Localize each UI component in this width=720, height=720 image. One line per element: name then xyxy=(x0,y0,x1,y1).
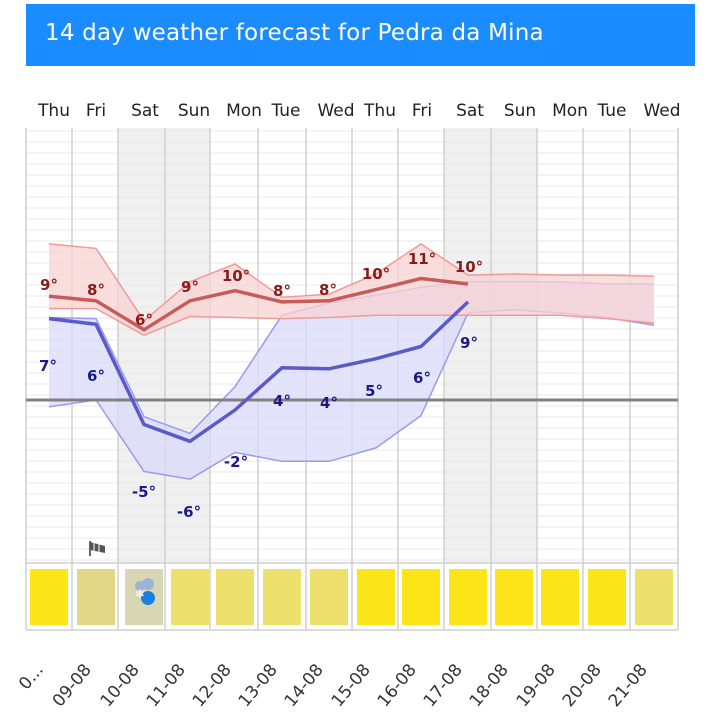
flag-cloth xyxy=(90,542,105,553)
max-temp-label: 8° xyxy=(273,282,291,300)
max-temp-label: 10° xyxy=(455,258,483,276)
min-temp-label: 5° xyxy=(365,382,383,400)
temperature-lines xyxy=(48,276,470,444)
min-temp-label: 6° xyxy=(87,367,105,385)
max-temp-label: 9° xyxy=(40,276,58,294)
day-label: Fri xyxy=(412,101,432,121)
day-label: Tue xyxy=(596,101,626,121)
weather-icon-sunny xyxy=(495,569,533,625)
max-temp-label: 8° xyxy=(87,281,105,299)
page-title: 14 day weather forecast for Pedra da Min… xyxy=(45,20,544,46)
header-bar: 14 day weather forecast for Pedra da Min… xyxy=(26,4,695,66)
min-temp-line xyxy=(48,300,470,444)
weather-icon-partly-sunny xyxy=(263,569,301,625)
weather-icon-overcast xyxy=(77,569,115,625)
min-temp-label: 6° xyxy=(413,369,431,387)
max-temp-label: 10° xyxy=(222,267,250,285)
date-label: 14-08 xyxy=(281,660,328,711)
min-temp-label: 7° xyxy=(39,357,57,375)
cloud-puff xyxy=(142,578,154,590)
weather-icon-partly-sunny xyxy=(171,569,209,625)
max-band xyxy=(49,243,654,336)
max-temp-label: 8° xyxy=(319,281,337,299)
min-temp-label: -6° xyxy=(177,503,201,521)
min-temp-label: 4° xyxy=(273,392,291,410)
date-label: 09-08 xyxy=(49,660,96,711)
max-temp-label: 10° xyxy=(362,265,390,283)
date-label: 19-08 xyxy=(513,660,560,711)
max-temp-label: 11° xyxy=(408,250,436,268)
weekend-shade-column xyxy=(118,128,165,563)
max-band-upper-edge xyxy=(48,242,655,322)
date-label: 21-08 xyxy=(605,660,652,711)
day-labels: Thu Fri Sat Sun Mon Tue Wed Thu Fri Sat Sun Mon Tue W… xyxy=(37,101,681,121)
day-label: Fri xyxy=(86,101,106,121)
min-temp-label: 4° xyxy=(320,394,338,412)
weather-icon-sunny xyxy=(357,569,395,625)
temperature-labels: 9° 8° 6° 9° 10° 8° 8° 10° 11° 10° 7° 6° -5° -6° -2° 4° 4… xyxy=(39,250,483,521)
weather-icon-partly-sunny xyxy=(635,569,673,625)
day-label: Sun xyxy=(178,101,210,121)
max-band-lower-edge xyxy=(49,307,655,337)
day-label: Wed xyxy=(317,101,354,121)
date-label: 20-08 xyxy=(559,660,606,711)
weather-icon-sunny xyxy=(588,569,626,625)
max-temp-line xyxy=(48,276,469,332)
weekend-shade-column xyxy=(491,128,537,563)
weather-icon-partly-sunny xyxy=(310,569,348,625)
date-label: 13-08 xyxy=(235,660,282,711)
max-temp-label: 9° xyxy=(181,278,199,296)
date-label: 11-08 xyxy=(143,660,190,711)
snow-drop xyxy=(141,591,155,605)
min-temp-label: 9° xyxy=(460,334,478,352)
weather-icon-sunny xyxy=(541,569,579,625)
date-label: 0... xyxy=(15,660,48,694)
day-label: Mon xyxy=(226,101,262,121)
snow-cloud-icon: ❄ xyxy=(135,578,155,605)
day-label: Mon xyxy=(552,101,588,121)
date-label: 18-08 xyxy=(466,660,513,711)
day-label: Sat xyxy=(131,101,159,121)
chart-grid xyxy=(25,128,679,631)
weather-icons-row: ❄ xyxy=(30,541,673,625)
max-temp-range-band xyxy=(48,242,655,337)
date-label: 17-08 xyxy=(420,660,467,711)
date-label: 12-08 xyxy=(189,660,236,711)
weather-icon-partly-sunny xyxy=(216,569,254,625)
snowflake-glyph: ❄ xyxy=(135,587,145,601)
wind-flag-icon xyxy=(89,541,105,556)
min-band xyxy=(49,281,654,480)
day-label: Sat xyxy=(456,101,484,121)
weekend-shade-column xyxy=(165,128,210,563)
date-label: 16-08 xyxy=(374,660,421,711)
min-temp-label: -2° xyxy=(224,453,248,471)
weather-icon-sunny xyxy=(402,569,440,625)
date-label: 10-08 xyxy=(97,660,144,711)
date-label: 15-08 xyxy=(328,660,375,711)
min-temp-label: -5° xyxy=(132,483,156,501)
day-label: Sun xyxy=(504,101,536,121)
weather-icon-sunny xyxy=(30,569,68,625)
day-label: Thu xyxy=(37,101,70,121)
day-label: Thu xyxy=(363,101,396,121)
weather-icon-sunny xyxy=(449,569,487,625)
day-label: Wed xyxy=(643,101,680,121)
day-label: Tue xyxy=(270,101,300,121)
max-temp-label: 6° xyxy=(135,311,153,329)
